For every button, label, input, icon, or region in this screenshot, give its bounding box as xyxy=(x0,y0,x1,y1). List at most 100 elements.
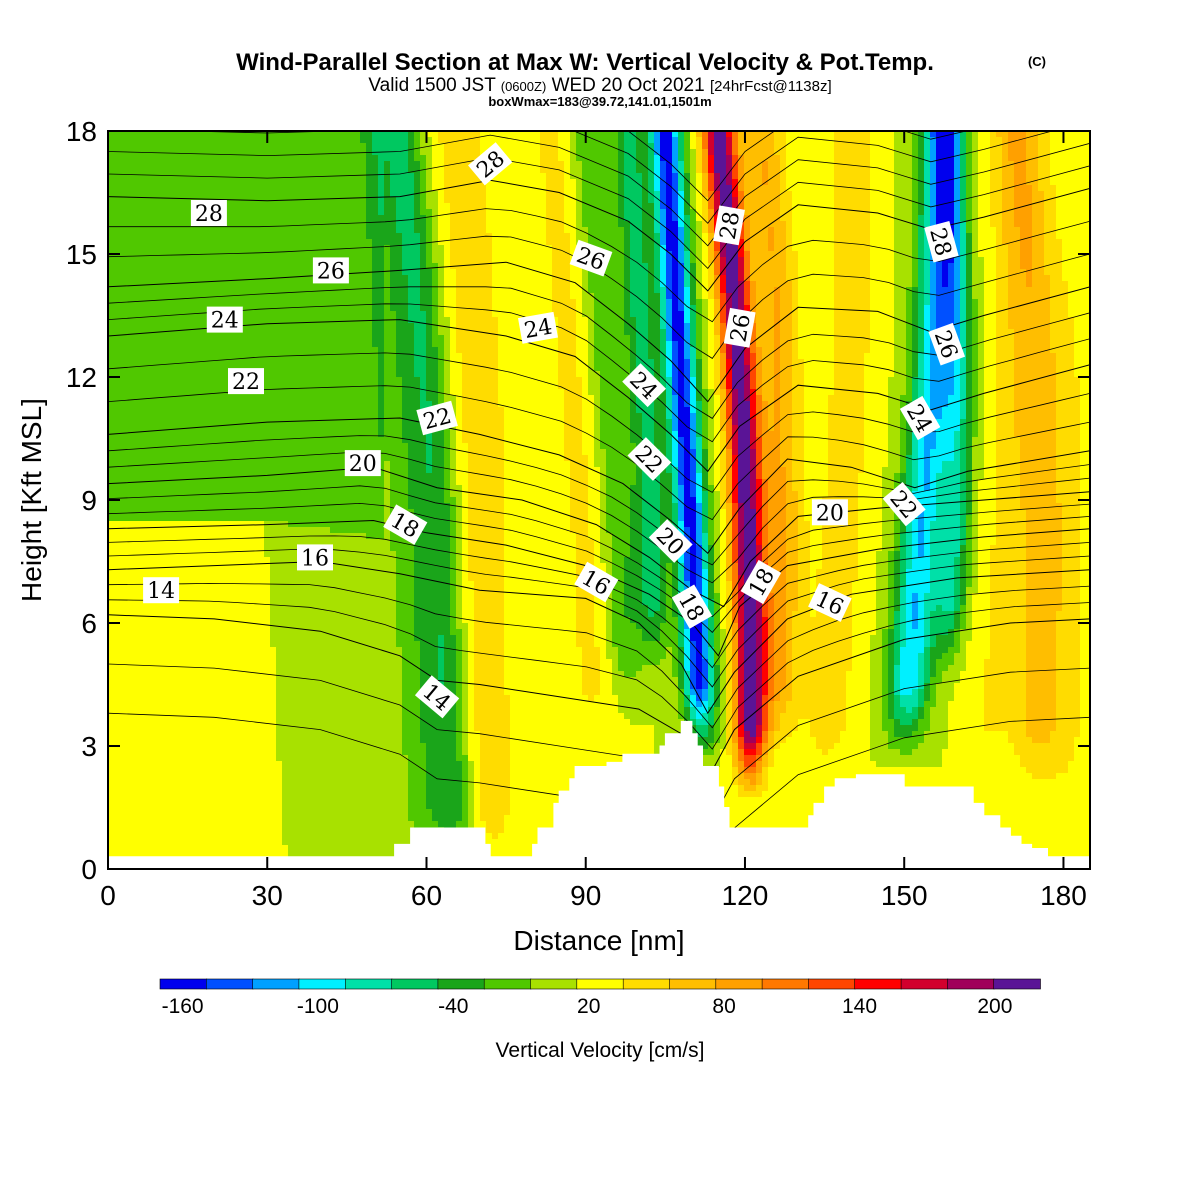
w-cell xyxy=(522,131,529,138)
w-cell xyxy=(174,287,181,294)
w-cell xyxy=(528,263,535,270)
w-cell xyxy=(876,251,883,258)
w-cell xyxy=(756,281,763,288)
w-cell xyxy=(294,281,301,288)
w-cell xyxy=(1074,245,1081,252)
w-cell xyxy=(372,155,379,162)
w-cell xyxy=(432,167,439,174)
w-cell xyxy=(912,203,919,210)
w-cell xyxy=(198,161,205,168)
w-cell xyxy=(906,233,913,240)
w-cell xyxy=(1026,233,1033,240)
w-cell xyxy=(678,257,685,264)
w-cell xyxy=(246,299,253,306)
w-cell xyxy=(1020,305,1027,312)
w-cell xyxy=(984,203,991,210)
w-cell xyxy=(126,143,133,150)
w-cell xyxy=(1056,131,1063,138)
w-cell xyxy=(744,233,751,240)
w-cell xyxy=(234,161,241,168)
w-cell xyxy=(948,263,955,270)
w-cell xyxy=(582,215,589,222)
w-cell xyxy=(300,155,307,162)
w-cell xyxy=(1050,179,1057,186)
w-cell xyxy=(120,131,127,138)
w-cell xyxy=(828,131,835,138)
w-cell xyxy=(1020,227,1027,234)
w-cell xyxy=(666,305,673,312)
w-cell xyxy=(600,137,607,144)
w-cell xyxy=(450,179,457,186)
w-cell xyxy=(108,185,115,192)
w-cell xyxy=(516,299,523,306)
w-cell xyxy=(306,161,313,168)
w-cell xyxy=(792,281,799,288)
w-cell xyxy=(600,305,607,312)
w-cell xyxy=(606,275,613,282)
w-cell xyxy=(1044,137,1051,144)
w-cell xyxy=(288,191,295,198)
w-cell xyxy=(180,161,187,168)
w-cell xyxy=(570,293,577,300)
w-cell xyxy=(348,293,355,300)
w-cell xyxy=(300,137,307,144)
w-cell xyxy=(552,281,559,288)
w-cell xyxy=(684,305,691,312)
w-cell xyxy=(840,281,847,288)
w-cell xyxy=(636,179,643,186)
w-cell xyxy=(582,293,589,300)
w-cell xyxy=(474,311,481,318)
w-cell xyxy=(372,131,379,138)
w-cell xyxy=(108,161,115,168)
w-cell xyxy=(1038,161,1045,168)
w-cell xyxy=(114,197,121,204)
w-cell xyxy=(348,275,355,282)
w-cell xyxy=(576,209,583,216)
w-cell xyxy=(1050,191,1057,198)
w-cell xyxy=(1080,131,1087,138)
w-cell xyxy=(336,293,343,300)
w-cell xyxy=(798,257,805,264)
w-cell xyxy=(264,257,271,264)
w-cell xyxy=(306,269,313,276)
w-cell xyxy=(168,233,175,240)
w-cell xyxy=(672,185,679,192)
w-cell xyxy=(288,251,295,258)
w-cell xyxy=(372,137,379,144)
w-cell xyxy=(336,173,343,180)
w-cell xyxy=(540,155,547,162)
w-cell xyxy=(216,191,223,198)
w-cell xyxy=(462,185,469,192)
w-cell xyxy=(750,185,757,192)
w-cell xyxy=(306,155,313,162)
w-cell xyxy=(372,257,379,264)
w-cell xyxy=(312,209,319,216)
w-cell xyxy=(144,257,151,264)
w-cell xyxy=(648,287,655,294)
w-cell xyxy=(858,275,865,282)
w-cell xyxy=(882,149,889,156)
w-cell xyxy=(846,143,853,150)
w-cell xyxy=(618,143,625,150)
w-cell xyxy=(1026,287,1033,294)
w-cell xyxy=(198,269,205,276)
w-cell xyxy=(1038,215,1045,222)
w-cell xyxy=(630,191,637,198)
w-cell xyxy=(468,233,475,240)
w-cell xyxy=(786,263,793,270)
w-cell xyxy=(882,131,889,138)
w-cell xyxy=(342,293,349,300)
w-cell xyxy=(534,239,541,246)
w-cell xyxy=(696,179,703,186)
w-cell xyxy=(996,167,1003,174)
w-cell xyxy=(708,275,715,282)
w-cell xyxy=(618,239,625,246)
w-cell xyxy=(924,287,931,294)
w-cell xyxy=(576,143,583,150)
w-cell xyxy=(384,191,391,198)
w-cell xyxy=(402,299,409,306)
w-cell xyxy=(126,263,133,270)
w-cell xyxy=(828,275,835,282)
w-cell xyxy=(564,269,571,276)
w-cell xyxy=(300,293,307,300)
